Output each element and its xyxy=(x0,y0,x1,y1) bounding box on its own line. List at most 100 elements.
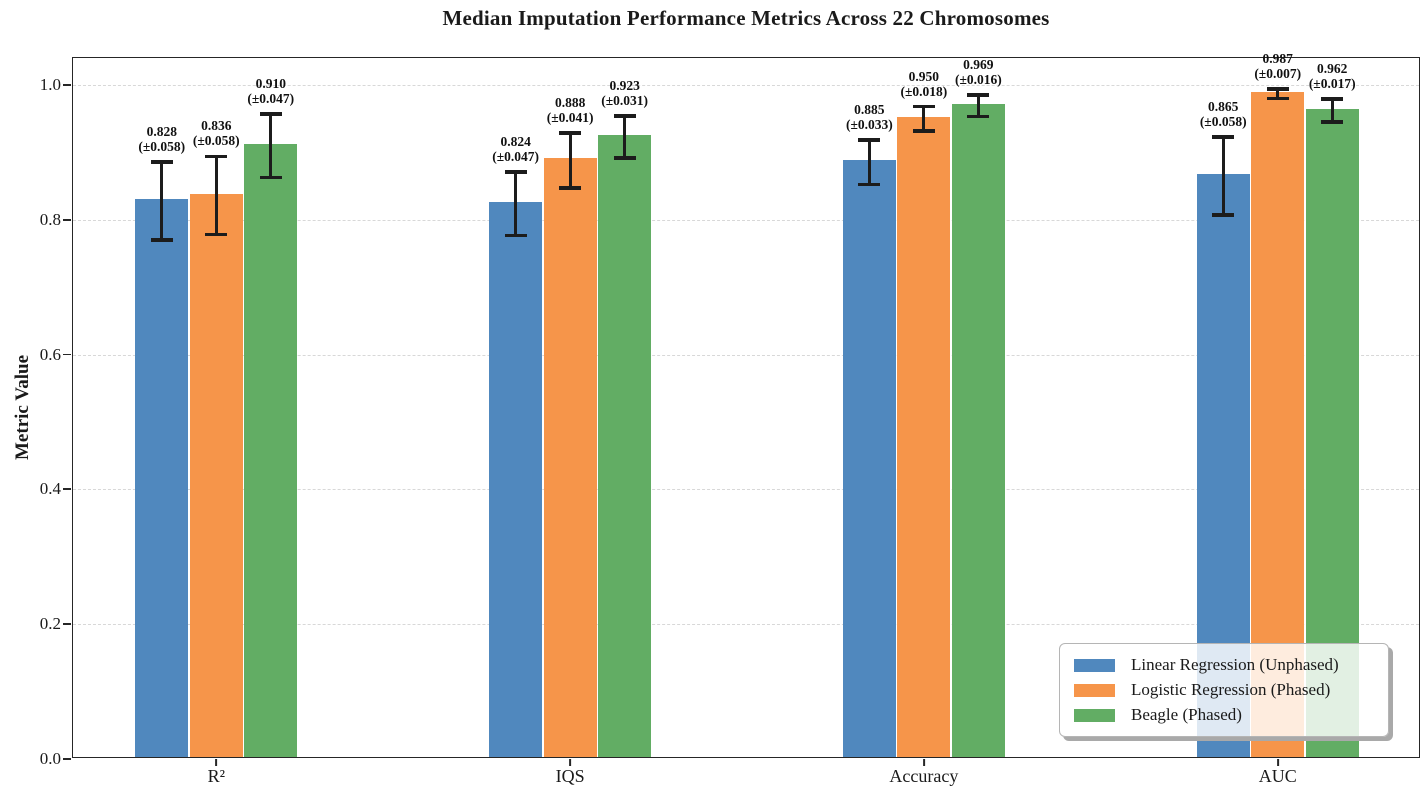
error-bar-cap xyxy=(150,160,173,164)
legend-item: Linear Regression (Unphased) xyxy=(1074,655,1374,675)
error-bar-cap xyxy=(967,93,990,97)
bar-linear-regression-unphased-iqs xyxy=(489,201,543,757)
error-bar-line xyxy=(160,161,164,240)
value-label-auc-series1: 0.865 (±0.058) xyxy=(1199,98,1247,129)
legend-label: Beagle (Phased) xyxy=(1131,705,1242,724)
legend-swatch-icon xyxy=(1074,708,1115,722)
y-axis-label: Metric Value xyxy=(12,355,33,461)
value-label-r²-series1: 0.828 (±0.058) xyxy=(138,123,186,154)
y-tick-label: 0.8 xyxy=(39,209,61,229)
bar-beagle-phased-r² xyxy=(244,143,298,757)
legend-item: Logistic Regression (Phased) xyxy=(1074,680,1374,700)
gridline-y-1.0 xyxy=(73,84,1419,86)
error-bar-cap xyxy=(504,170,527,174)
value-label-iqs-series3: 0.923 (±0.031) xyxy=(601,77,649,108)
error-bar-cap xyxy=(1266,96,1289,101)
error-bar-line xyxy=(976,95,980,117)
x-tick-label-3: Accuracy xyxy=(889,766,959,786)
annotations-layer: 0.828 (±0.058) 0.836 (±0.058) 0.910 (±0.047) 0… xyxy=(73,51,1419,757)
bar-linear-regression-unphased-r² xyxy=(135,198,189,757)
y-tick-mark xyxy=(63,218,71,221)
error-bar-cap xyxy=(912,104,935,109)
x-tick-label-4: AUC xyxy=(1258,766,1297,786)
y-tick-mark xyxy=(63,758,71,760)
error-bar-cap xyxy=(1212,135,1235,139)
value-label-accuracy-series1: 0.885 (±0.033) xyxy=(845,102,893,133)
error-bar-cap xyxy=(559,186,582,190)
bar-beagle-phased-accuracy xyxy=(951,103,1005,757)
value-label-auc-series2: 0.987 (±0.007) xyxy=(1254,51,1302,82)
gridline-y-0.2 xyxy=(73,624,1419,626)
bar-logistic-regression-phased-iqs xyxy=(543,158,597,757)
y-tick-mark xyxy=(63,488,71,491)
y-tick-mark xyxy=(63,84,71,86)
error-bar-line xyxy=(867,140,871,185)
error-bar-cap xyxy=(205,154,228,159)
error-bar-line xyxy=(1221,136,1225,216)
x-tick-mark xyxy=(569,759,572,766)
error-bar-cap xyxy=(259,112,282,116)
error-bar-cap xyxy=(1266,87,1289,91)
bar-linear-regression-unphased-accuracy xyxy=(842,160,896,757)
error-bar-cap xyxy=(858,182,881,187)
error-bar-line xyxy=(1276,89,1280,99)
error-bar-line xyxy=(922,106,926,131)
x-tick-mark xyxy=(922,759,925,766)
legend-label: Linear Regression (Unphased) xyxy=(1131,655,1339,674)
error-bar-cap xyxy=(858,138,881,142)
gridlines-layer xyxy=(73,58,1419,757)
error-bar-cap xyxy=(912,129,935,133)
error-bars-layer xyxy=(73,58,1419,757)
chart-title: Median Imputation Performance Metrics Ac… xyxy=(442,6,1050,30)
x-tick-mark xyxy=(1276,759,1279,766)
bar-beagle-phased-iqs xyxy=(598,134,652,757)
value-label-accuracy-series2: 0.950 (±0.018) xyxy=(900,68,948,99)
gridline-y-0.4 xyxy=(73,489,1419,491)
value-label-iqs-series1: 0.824 (±0.047) xyxy=(492,133,540,164)
y-tick-label: 0.6 xyxy=(39,344,61,364)
gridline-y-0.8 xyxy=(73,219,1419,221)
error-bar-line xyxy=(568,132,572,189)
x-tick-label-1: R² xyxy=(207,766,225,786)
error-bar-cap xyxy=(1212,213,1235,217)
error-bar-cap xyxy=(613,114,636,118)
bar-logistic-regression-phased-r² xyxy=(189,193,243,757)
error-bar-cap xyxy=(150,238,173,242)
bars-layer xyxy=(73,58,1419,757)
legend-label: Logistic Regression (Phased) xyxy=(1131,680,1331,699)
legend-swatch-icon xyxy=(1074,658,1115,672)
error-bar-line xyxy=(623,115,627,158)
error-bar-cap xyxy=(559,131,582,135)
legend: Linear Regression (Unphased) Logistic Reg… xyxy=(1059,643,1389,737)
error-bar-line xyxy=(514,171,518,236)
error-bar-line xyxy=(214,156,218,235)
axis-ticks-layer: 0.0 0.2 0.4 0.6 0.8 1.0 R² IQS Accuracy AUC xyxy=(40,58,1419,786)
value-label-iqs-series2: 0.888 (±0.041) xyxy=(546,94,594,125)
y-tick-label: 0.0 xyxy=(39,749,61,768)
error-bar-cap xyxy=(1321,120,1344,124)
legend-swatch-icon xyxy=(1074,683,1115,697)
value-label-r²-series2: 0.836 (±0.058) xyxy=(192,118,240,149)
y-tick-label: 0.4 xyxy=(39,479,61,499)
value-label-auc-series3: 0.962 (±0.017) xyxy=(1308,61,1356,92)
value-label-accuracy-series3: 0.969 (±0.016) xyxy=(954,57,1002,88)
y-tick-label: 0.2 xyxy=(39,614,61,634)
y-tick-mark xyxy=(63,623,71,626)
x-tick-mark xyxy=(215,759,218,766)
gridline-y-0.6 xyxy=(73,354,1419,356)
error-bar-cap xyxy=(205,232,228,237)
error-bar-cap xyxy=(504,233,527,238)
bar-logistic-regression-phased-accuracy xyxy=(897,116,951,757)
error-bar-cap xyxy=(967,114,990,119)
value-label-r²-series3: 0.910 (±0.047) xyxy=(247,75,295,106)
x-tick-label-2: IQS xyxy=(555,766,585,786)
plot-area: 0.0 0.2 0.4 0.6 0.8 1.0 R² IQS Accuracy AUC 0.828… xyxy=(40,51,1420,786)
error-bar-cap xyxy=(613,156,636,160)
error-bar-cap xyxy=(1321,97,1344,101)
error-bar-line xyxy=(1330,99,1334,123)
legend-item: Beagle (Phased) xyxy=(1074,705,1374,725)
y-tick-mark xyxy=(63,353,71,356)
y-tick-label: 1.0 xyxy=(39,74,61,94)
error-bar-cap xyxy=(259,175,282,180)
